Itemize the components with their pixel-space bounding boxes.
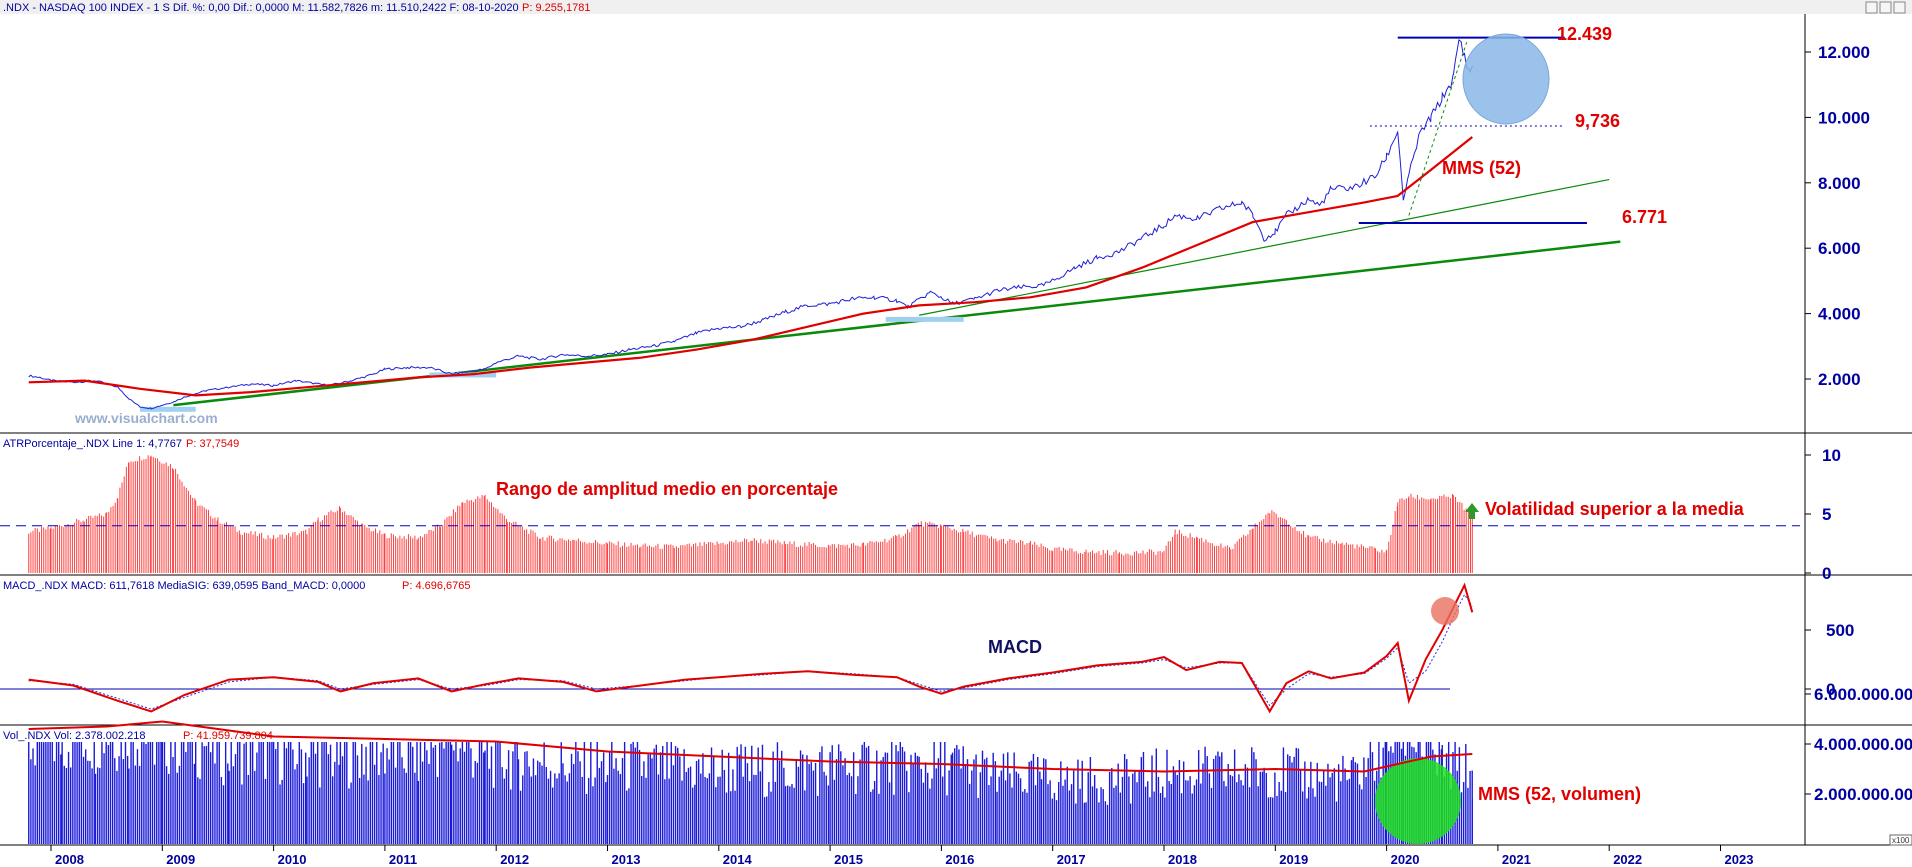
- price-y-tick-label: 6.000: [1818, 239, 1861, 258]
- volume-y-tick-label: 6.000.000.000: [1814, 685, 1912, 704]
- minimize-icon[interactable]: [1865, 1, 1878, 14]
- annotation-atr-title: Rango de amplitud medio en porcentaje: [496, 479, 838, 499]
- atr-panel: 0 5 10: [0, 446, 1841, 583]
- volume-panel: 2.000.000.000 4.000.000.000 6.000.000.000: [28, 685, 1912, 844]
- x-axis: 2008 2009 2010 2011 2012 2013 2014 2015 2016 2017…: [50, 845, 1754, 867]
- x-tick-label: 2010: [278, 852, 307, 867]
- price-series-line: [28, 38, 1473, 410]
- volume-header-label: Vol_.NDX Vol: 2.378.002.218: [3, 730, 146, 742]
- panel-buttons: [1865, 1, 1906, 14]
- price-header-value: P: 9.255,1781: [522, 2, 591, 14]
- macd-header-label: MACD_.NDX MACD: 611,7618 MediaSIG: 639,0…: [3, 580, 365, 592]
- x-tick-label: 2017: [1057, 852, 1086, 867]
- macd-y-tick-label: 0: [1826, 680, 1835, 699]
- panel-separators: [0, 432, 1912, 846]
- x-tick-label: 2020: [1391, 852, 1420, 867]
- up-arrow-icon: [1465, 503, 1479, 519]
- x-tick-label: 2009: [166, 852, 195, 867]
- atr-header-value: P: 37,7549: [186, 438, 239, 450]
- maximize-icon[interactable]: [1879, 1, 1892, 14]
- volume-highlight-circle: [1375, 758, 1461, 844]
- scale-badge: x100: [1889, 834, 1912, 846]
- volume-y-tick-label: 2.000.000.000: [1814, 785, 1912, 804]
- x-tick-label: 2013: [612, 852, 641, 867]
- x-tick-label: 2023: [1725, 852, 1754, 867]
- atr-header: ATRPorcentaje_.NDX Line 1: 4,7767 P: 37,…: [3, 438, 239, 450]
- price-y-tick-label: 2.000: [1818, 370, 1861, 389]
- x-tick-label: 2022: [1613, 852, 1642, 867]
- support-zone: [885, 316, 964, 322]
- scale-badge-text: x100: [1892, 836, 1910, 845]
- x-tick-label: 2016: [945, 852, 974, 867]
- price-y-tick-label: 4.000: [1818, 305, 1861, 324]
- macd-line: [28, 582, 1474, 714]
- macd-panel: 0 500: [0, 582, 1854, 714]
- volume-y-tick-label: 4.000.000.000: [1814, 735, 1912, 754]
- price-y-tick-label: 8.000: [1818, 174, 1861, 193]
- annotation-mma: MMS (52): [1442, 158, 1521, 178]
- macd-header: MACD_.NDX MACD: 611,7618 MediaSIG: 639,0…: [3, 580, 471, 592]
- annotation-volume: MMS (52, volumen): [1478, 784, 1641, 804]
- annotation-high: 12.439: [1557, 24, 1612, 44]
- price-header: .NDX - NASDAQ 100 INDEX - 1 S Dif. %: 0,…: [0, 0, 1912, 14]
- steep-trendline: [1408, 42, 1468, 216]
- price-y-tick-label: 10.000: [1818, 108, 1870, 127]
- macd-highlight-circle: [1431, 597, 1459, 625]
- annotation-atr-note: Volatilidad superior a la media: [1485, 499, 1745, 519]
- annotation-level2: 6.771: [1622, 207, 1667, 227]
- x-tick-label: 2019: [1279, 852, 1308, 867]
- macd-header-value: P: 4.696,6765: [402, 580, 471, 592]
- atr-y-tick-label: 0: [1822, 564, 1831, 583]
- atr-header-label: ATRPorcentaje_.NDX Line 1: 4,7767: [3, 438, 182, 450]
- x-tick-label: 2008: [55, 852, 84, 867]
- volume-mma-line: [28, 720, 1473, 773]
- x-tick-label: 2021: [1502, 852, 1531, 867]
- close-icon[interactable]: [1893, 1, 1906, 14]
- x-tick-label: 2018: [1168, 852, 1197, 867]
- atr-y-tick-label: 10: [1822, 446, 1841, 465]
- x-tick-label: 2012: [500, 852, 529, 867]
- price-y-tick-label: 12.000: [1818, 43, 1870, 62]
- support-zone: [140, 406, 196, 412]
- price-panel: 2.000 4.000 6.000 8.000 10.000 12.000: [28, 33, 1870, 412]
- volume-header-value: P: 41.959.739.804: [183, 730, 273, 742]
- x-tick-label: 2015: [834, 852, 863, 867]
- macd-y-tick-label: 500: [1826, 621, 1854, 640]
- highlight-circle: [1462, 33, 1550, 125]
- mma-52-line: [28, 136, 1473, 397]
- annotation-macd: MACD: [988, 637, 1042, 657]
- watermark: www.visualchart.com: [74, 410, 218, 426]
- annotation-level1: 9,736: [1575, 111, 1620, 131]
- atr-y-tick-label: 5: [1822, 505, 1831, 524]
- macd-signal-line: [28, 593, 1473, 710]
- trendline-2: [919, 178, 1610, 316]
- x-tick-label: 2014: [723, 852, 753, 867]
- x-tick-label: 2011: [389, 852, 417, 867]
- price-header-label: .NDX - NASDAQ 100 INDEX - 1 S Dif. %: 0,…: [3, 2, 519, 14]
